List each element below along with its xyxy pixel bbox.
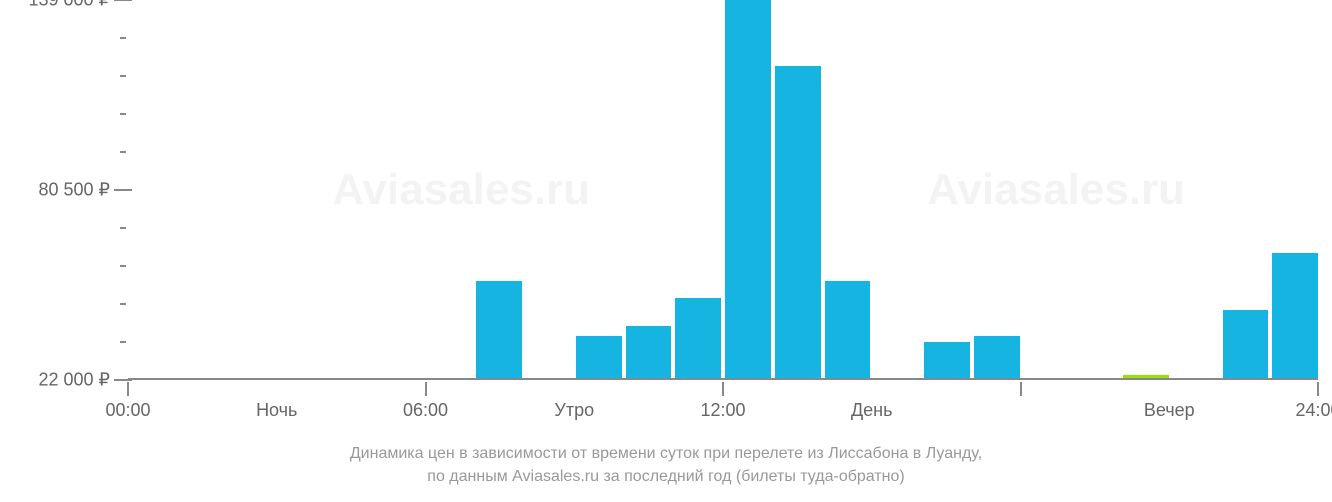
x-hour-label: 00:00 [105, 400, 150, 421]
plot-area: Aviasales.ru Aviasales.ru [128, 0, 1318, 380]
x-tick-mark [425, 382, 427, 396]
price-bar [775, 66, 821, 378]
price-by-hour-chart: 139 000 ₽ 80 500 ₽ 22 000 ₽ Aviasales.ru A… [0, 0, 1332, 502]
price-bar [1123, 375, 1169, 378]
price-bar [725, 0, 771, 378]
y-minor-tick [120, 265, 126, 267]
y-minor-tick [120, 151, 126, 153]
x-hour-label: 24:00 [1295, 400, 1332, 421]
price-bar [924, 342, 970, 378]
x-period-label: Утро [554, 400, 594, 421]
price-bar [675, 298, 721, 378]
x-tick-mark [1020, 382, 1022, 396]
x-period-label: Ночь [256, 400, 297, 421]
price-bar [476, 281, 522, 378]
y-minor-tick [120, 113, 126, 115]
x-tick-mark [1317, 382, 1319, 396]
y-tick-label: 80 500 ₽ [38, 180, 110, 201]
x-hour-label: 06:00 [403, 400, 448, 421]
y-minor-tick [120, 341, 126, 343]
y-minor-tick [120, 37, 126, 39]
x-period-label: День [851, 400, 893, 421]
x-tick-mark [722, 382, 724, 396]
price-bar [825, 281, 871, 378]
chart-caption-line1: Динамика цен в зависимости от времени су… [0, 445, 1332, 463]
chart-caption-line2: по данным Aviasales.ru за последний год … [0, 468, 1332, 486]
y-minor-tick [120, 303, 126, 305]
y-minor-tick [120, 227, 126, 229]
x-axis: 00:0006:0012:0024:00НочьУтроДеньВечер [128, 382, 1318, 422]
bars-group [128, 0, 1318, 378]
y-tick-label: 139 000 ₽ [28, 0, 110, 11]
x-period-label: Вечер [1144, 400, 1195, 421]
y-tick-label: 22 000 ₽ [38, 370, 110, 391]
price-bar [1272, 253, 1318, 378]
x-tick-mark [127, 382, 129, 396]
x-hour-label: 12:00 [700, 400, 745, 421]
price-bar [1223, 310, 1269, 378]
price-bar [974, 336, 1020, 378]
y-minor-tick [120, 75, 126, 77]
price-bar [576, 336, 622, 378]
y-axis: 139 000 ₽80 500 ₽22 000 ₽ [0, 0, 120, 380]
price-bar [626, 326, 672, 378]
